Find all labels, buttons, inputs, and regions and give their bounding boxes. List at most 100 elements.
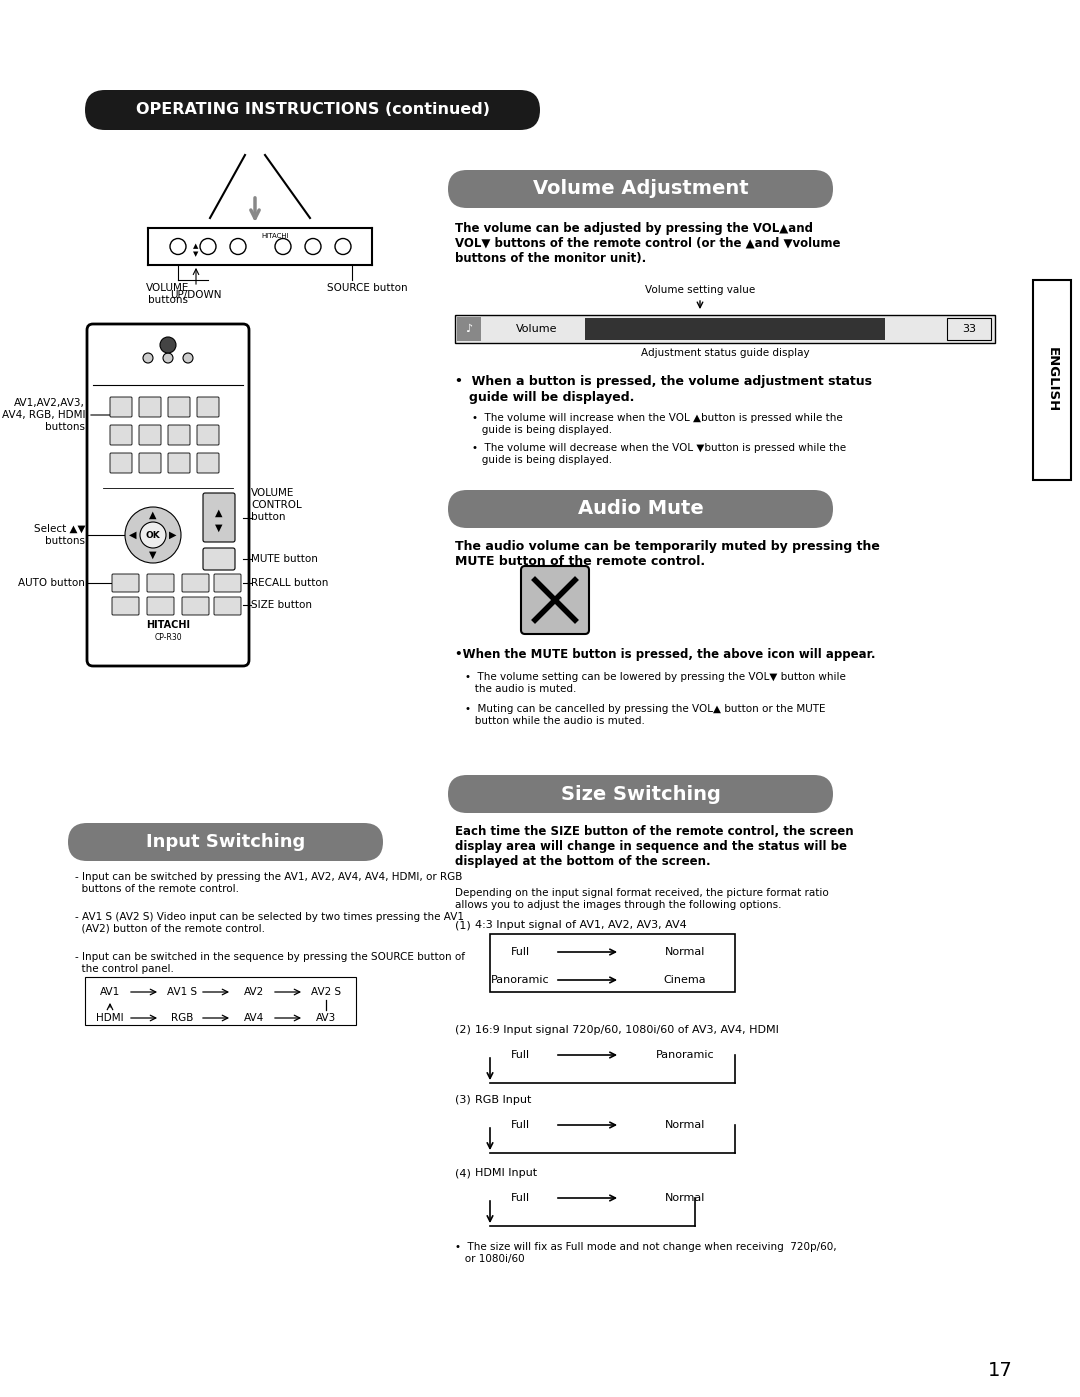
FancyBboxPatch shape: [87, 324, 249, 666]
FancyBboxPatch shape: [947, 319, 991, 339]
FancyBboxPatch shape: [139, 425, 161, 446]
Text: Normal: Normal: [665, 1193, 705, 1203]
Text: AV4: AV4: [244, 1013, 265, 1023]
Text: VOLUME
CONTROL
button: VOLUME CONTROL button: [251, 489, 301, 521]
FancyBboxPatch shape: [455, 314, 995, 344]
Text: Full: Full: [511, 947, 529, 957]
Circle shape: [160, 337, 176, 353]
Text: - AV1 S (AV2 S) Video input can be selected by two times pressing the AV1
  (AV2: - AV1 S (AV2 S) Video input can be selec…: [75, 912, 464, 933]
FancyBboxPatch shape: [448, 490, 833, 528]
Circle shape: [335, 239, 351, 254]
Text: ▼: ▼: [215, 522, 222, 534]
Text: Each time the SIZE button of the remote control, the screen
display area will ch: Each time the SIZE button of the remote …: [455, 826, 853, 868]
Text: HITACHI: HITACHI: [261, 233, 288, 239]
Text: Input Switching: Input Switching: [146, 833, 306, 851]
FancyBboxPatch shape: [585, 319, 885, 339]
FancyBboxPatch shape: [168, 397, 190, 416]
Text: Depending on the input signal format received, the picture format ratio
allows y: Depending on the input signal format rec…: [455, 888, 828, 909]
Text: Panoramic: Panoramic: [656, 1051, 714, 1060]
Circle shape: [275, 239, 291, 254]
Text: guide will be displayed.: guide will be displayed.: [469, 391, 634, 404]
Circle shape: [163, 353, 173, 363]
FancyBboxPatch shape: [1032, 279, 1071, 481]
Text: Cinema: Cinema: [664, 975, 706, 985]
FancyBboxPatch shape: [214, 597, 241, 615]
FancyBboxPatch shape: [110, 425, 132, 446]
Text: RECALL button: RECALL button: [251, 578, 328, 588]
Text: ▶: ▶: [170, 529, 177, 541]
Circle shape: [125, 507, 181, 563]
Text: ▼: ▼: [149, 550, 157, 560]
Text: •  The volume will increase when the VOL ▲button is pressed while the
   guide i: • The volume will increase when the VOL …: [472, 414, 842, 434]
Text: ENGLISH: ENGLISH: [1045, 348, 1058, 412]
Text: VOLUME
buttons: VOLUME buttons: [146, 284, 190, 305]
Text: RGB: RGB: [171, 1013, 193, 1023]
Text: Select ▲▼
buttons: Select ▲▼ buttons: [33, 524, 85, 546]
Text: (1): (1): [455, 921, 471, 930]
FancyBboxPatch shape: [448, 775, 833, 813]
FancyBboxPatch shape: [457, 317, 481, 341]
Text: AV1 S: AV1 S: [167, 988, 197, 997]
FancyBboxPatch shape: [183, 597, 210, 615]
Text: ▲: ▲: [193, 243, 199, 250]
FancyBboxPatch shape: [85, 89, 540, 130]
FancyBboxPatch shape: [112, 574, 139, 592]
FancyBboxPatch shape: [139, 453, 161, 474]
FancyBboxPatch shape: [147, 574, 174, 592]
Text: Volume setting value: Volume setting value: [645, 285, 755, 295]
Text: SOURCE button: SOURCE button: [326, 284, 407, 293]
Text: CP-R30: CP-R30: [154, 633, 181, 643]
Text: 16:9 Input signal 720p/60, 1080i/60 of AV3, AV4, HDMI: 16:9 Input signal 720p/60, 1080i/60 of A…: [475, 1025, 779, 1035]
FancyBboxPatch shape: [448, 170, 833, 208]
Circle shape: [183, 353, 193, 363]
Text: The volume can be adjusted by pressing the VOL▲and
VOL▼ buttons of the remote co: The volume can be adjusted by pressing t…: [455, 222, 840, 265]
Text: AV3: AV3: [315, 1013, 336, 1023]
FancyBboxPatch shape: [197, 397, 219, 416]
Text: ▲: ▲: [215, 509, 222, 518]
Text: 17: 17: [987, 1361, 1012, 1379]
Circle shape: [170, 239, 186, 254]
Circle shape: [305, 239, 321, 254]
Text: AV2: AV2: [244, 988, 265, 997]
Text: (2): (2): [455, 1025, 471, 1035]
FancyBboxPatch shape: [203, 548, 235, 570]
Text: •  Muting can be cancelled by pressing the VOL▲ button or the MUTE
   button whi: • Muting can be cancelled by pressing th…: [465, 704, 825, 725]
Text: •  The volume setting can be lowered by pressing the VOL▼ button while
   the au: • The volume setting can be lowered by p…: [465, 672, 846, 693]
FancyBboxPatch shape: [68, 823, 383, 861]
Text: Adjustment status guide display: Adjustment status guide display: [640, 348, 809, 358]
Circle shape: [143, 353, 153, 363]
Text: Full: Full: [511, 1120, 529, 1130]
Text: UP/DOWN: UP/DOWN: [171, 291, 221, 300]
Text: - Input can be switched by pressing the AV1, AV2, AV4, AV4, HDMI, or RGB
  butto: - Input can be switched by pressing the …: [75, 872, 462, 894]
FancyBboxPatch shape: [521, 566, 589, 634]
FancyBboxPatch shape: [214, 574, 241, 592]
Circle shape: [200, 239, 216, 254]
FancyBboxPatch shape: [110, 453, 132, 474]
Text: AV1: AV1: [99, 988, 120, 997]
Text: •  The volume will decrease when the VOL ▼button is pressed while the
   guide i: • The volume will decrease when the VOL …: [472, 443, 846, 465]
Text: OK: OK: [146, 531, 160, 539]
Text: ▼: ▼: [193, 251, 199, 257]
Text: Audio Mute: Audio Mute: [578, 500, 703, 518]
FancyBboxPatch shape: [139, 397, 161, 416]
Text: 4:3 Input signal of AV1, AV2, AV3, AV4: 4:3 Input signal of AV1, AV2, AV3, AV4: [475, 921, 687, 930]
FancyBboxPatch shape: [197, 425, 219, 446]
Text: AV1,AV2,AV3,
AV4, RGB, HDMI
buttons: AV1,AV2,AV3, AV4, RGB, HDMI buttons: [1, 398, 85, 432]
FancyBboxPatch shape: [203, 493, 235, 542]
Text: •When the MUTE button is pressed, the above icon will appear.: •When the MUTE button is pressed, the ab…: [455, 648, 876, 661]
Text: HDMI Input: HDMI Input: [475, 1168, 537, 1178]
FancyBboxPatch shape: [112, 597, 139, 615]
Text: ▲: ▲: [149, 510, 157, 520]
Text: (3): (3): [455, 1095, 471, 1105]
Text: The audio volume can be temporarily muted by pressing the
MUTE button of the rem: The audio volume can be temporarily mute…: [455, 541, 880, 569]
Text: - Input can be switched in the sequence by pressing the SOURCE button of
  the c: - Input can be switched in the sequence …: [75, 951, 465, 974]
Text: SIZE button: SIZE button: [251, 599, 312, 610]
Circle shape: [140, 522, 166, 548]
Text: MUTE button: MUTE button: [251, 555, 318, 564]
FancyBboxPatch shape: [147, 597, 174, 615]
Text: AV2 S: AV2 S: [311, 988, 341, 997]
Text: •  When a button is pressed, the volume adjustment status: • When a button is pressed, the volume a…: [455, 374, 872, 388]
Text: 33: 33: [962, 324, 976, 334]
FancyBboxPatch shape: [168, 425, 190, 446]
Text: ◀: ◀: [130, 529, 137, 541]
